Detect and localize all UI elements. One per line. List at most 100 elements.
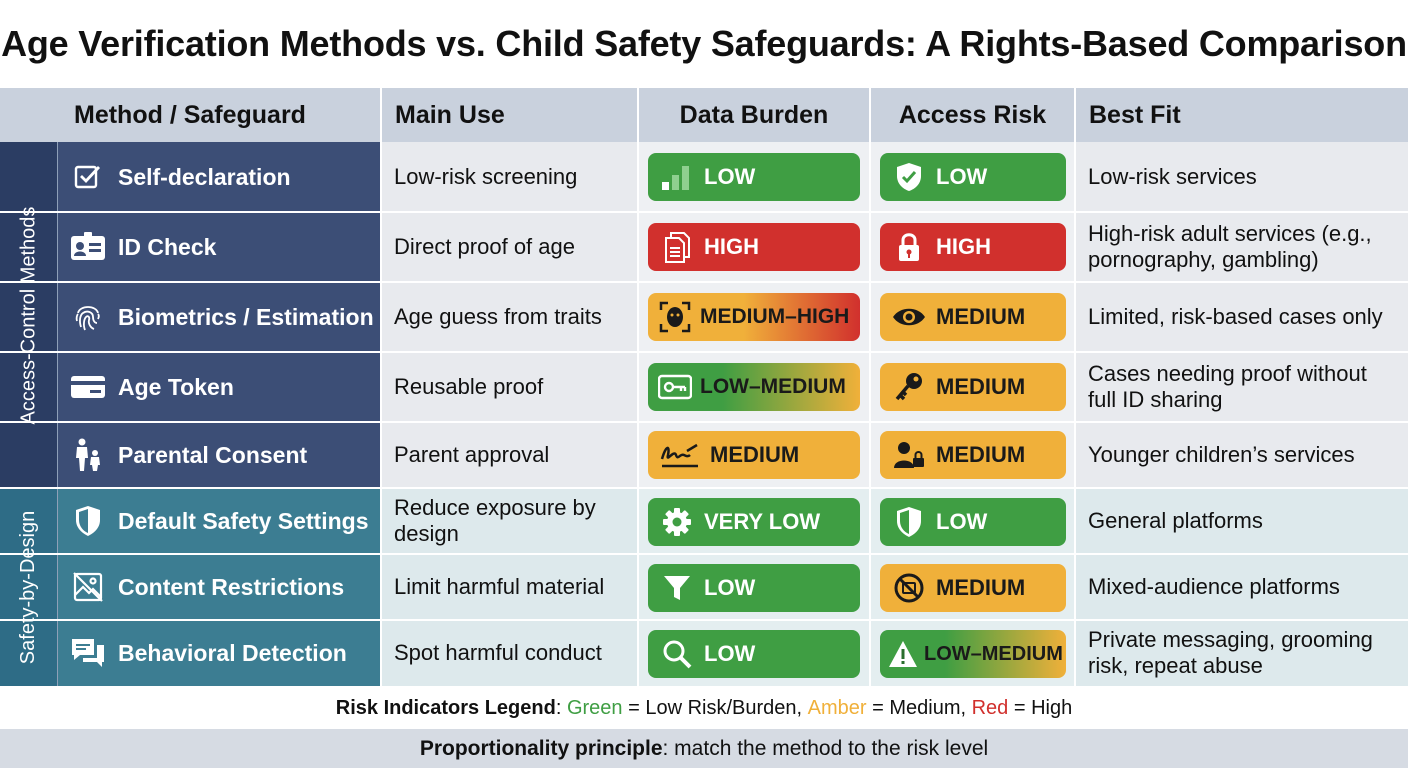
group-access-control: Access-Control Methods — [0, 142, 58, 488]
divider — [0, 281, 1408, 283]
header-method: Method / Safeguard — [0, 88, 381, 142]
data-burden-badge: MEDIUM–HIGH — [648, 293, 860, 341]
row-content-restrictions-name: Content Restrictions — [58, 554, 381, 620]
row-behavioral-detection-name: Behavioral Detection — [58, 620, 381, 686]
data-burden-badge: LOW — [648, 564, 860, 612]
method-label: Content Restrictions — [118, 573, 345, 600]
best-fit-cell: General platforms — [1075, 488, 1408, 554]
main-use-cell: Limit harmful material — [381, 554, 638, 620]
best-fit-cell: Mixed-audience platforms — [1075, 554, 1408, 620]
badge-label: HIGH — [936, 234, 991, 259]
access-risk-badge: LOW — [880, 153, 1066, 201]
shield-icon — [892, 505, 926, 539]
access-risk-badge: MEDIUM — [880, 293, 1066, 341]
divider — [0, 351, 1408, 353]
badge-label: MEDIUM — [936, 374, 1026, 399]
method-label: Default Safety Settings — [118, 507, 369, 534]
divider — [57, 142, 58, 686]
method-label: Parental Consent — [118, 441, 308, 468]
divider — [0, 487, 1408, 489]
legend-green-text: = Low Risk/Burden, — [622, 696, 808, 719]
divider — [637, 88, 639, 686]
divider — [1074, 88, 1076, 686]
data-burden-badge: MEDIUM — [648, 431, 860, 479]
parent-child-icon — [70, 437, 106, 473]
legend-red-text: = High — [1008, 696, 1073, 719]
best-fit-cell: High-risk adult services (e.g., pornogra… — [1075, 212, 1408, 282]
main-use-cell: Direct proof of age — [381, 212, 638, 282]
row-id-check-name: ID Check — [58, 212, 381, 282]
no-entry-icon — [892, 571, 926, 605]
access-risk-badge: MEDIUM — [880, 363, 1066, 411]
data-burden-badge: LOW–MEDIUM — [648, 363, 860, 411]
group-access-control-label: Access-Control Methods — [17, 206, 40, 424]
method-label: Self-declaration — [118, 163, 291, 190]
row-biometrics-name: Biometrics / Estimation — [58, 282, 381, 352]
documents-icon — [660, 230, 694, 264]
row-self-declaration-name: Self-declaration — [58, 142, 381, 212]
divider — [0, 211, 1408, 213]
footer-bold: Proportionality principle — [419, 736, 663, 760]
warning-icon — [888, 637, 918, 671]
best-fit-cell: Younger children’s services — [1075, 422, 1408, 488]
access-risk-badge: MEDIUM — [880, 431, 1066, 479]
divider — [0, 421, 1408, 423]
badge-label: MEDIUM — [936, 442, 1026, 467]
gear-icon — [660, 505, 694, 539]
badge-label: LOW — [936, 509, 988, 534]
filter-icon — [660, 571, 694, 605]
row-parental-consent-name: Parental Consent — [58, 422, 381, 488]
main-use-cell: Reduce exposure by design — [381, 488, 638, 554]
badge-label: LOW–MEDIUM — [700, 375, 846, 398]
main-use-cell: Parent approval — [381, 422, 638, 488]
header-access-risk: Access Risk — [870, 88, 1075, 142]
signature-icon — [660, 438, 700, 472]
method-label: Behavioral Detection — [118, 639, 347, 666]
key-card-icon — [658, 370, 692, 404]
group-safety-by-design-label: Safety-by-Design — [17, 510, 40, 664]
badge-label: MEDIUM — [936, 304, 1026, 329]
lock-icon — [892, 230, 926, 264]
eye-icon — [892, 300, 926, 334]
legend-label: Risk Indicators Legend — [335, 696, 556, 719]
badge-label: HIGH — [704, 234, 759, 259]
key-icon — [892, 370, 926, 404]
group-safety-by-design: Safety-by-Design — [0, 488, 58, 686]
method-label: Age Token — [118, 373, 234, 400]
divider — [0, 619, 1408, 621]
badge-label: LOW–MEDIUM — [924, 642, 1063, 665]
row-age-token-name: Age Token — [58, 352, 381, 422]
method-label: ID Check — [118, 233, 217, 260]
legend-colon: : — [555, 696, 567, 719]
data-burden-badge: HIGH — [648, 223, 860, 271]
main-use-cell: Low-risk screening — [381, 142, 638, 212]
badge-label: LOW — [704, 641, 756, 666]
page-title: Age Verification Methods vs. Child Safet… — [1, 23, 1407, 64]
divider — [869, 88, 871, 686]
main-use-cell: Reusable proof — [381, 352, 638, 422]
row-default-safety-name: Default Safety Settings — [58, 488, 381, 554]
header-data-burden: Data Burden — [638, 88, 870, 142]
risk-legend: Risk Indicators Legend: Green = Low Risk… — [0, 688, 1408, 728]
divider — [0, 553, 1408, 555]
divider — [380, 88, 382, 686]
id-card-icon — [70, 229, 106, 265]
best-fit-cell: Private messaging, grooming risk, repeat… — [1075, 620, 1408, 686]
badge-label: LOW — [936, 164, 988, 189]
legend-green: Green — [566, 696, 623, 719]
checkbox-icon — [70, 159, 106, 195]
shield-check-icon — [892, 160, 926, 194]
data-burden-badge: VERY LOW — [648, 498, 860, 546]
shield-icon — [70, 503, 106, 539]
best-fit-cell: Low-risk services — [1075, 142, 1408, 212]
main-use-cell: Spot harmful conduct — [381, 620, 638, 686]
badge-label: LOW — [704, 164, 756, 189]
badge-label: LOW — [704, 575, 756, 600]
badge-label: VERY LOW — [704, 509, 821, 534]
access-risk-badge: LOW–MEDIUM — [880, 630, 1066, 678]
access-risk-badge: LOW — [880, 498, 1066, 546]
face-scan-icon — [658, 300, 692, 334]
legend-amber: Amber — [807, 696, 867, 719]
card-icon — [70, 369, 106, 405]
method-label: Biometrics / Estimation — [118, 303, 374, 330]
